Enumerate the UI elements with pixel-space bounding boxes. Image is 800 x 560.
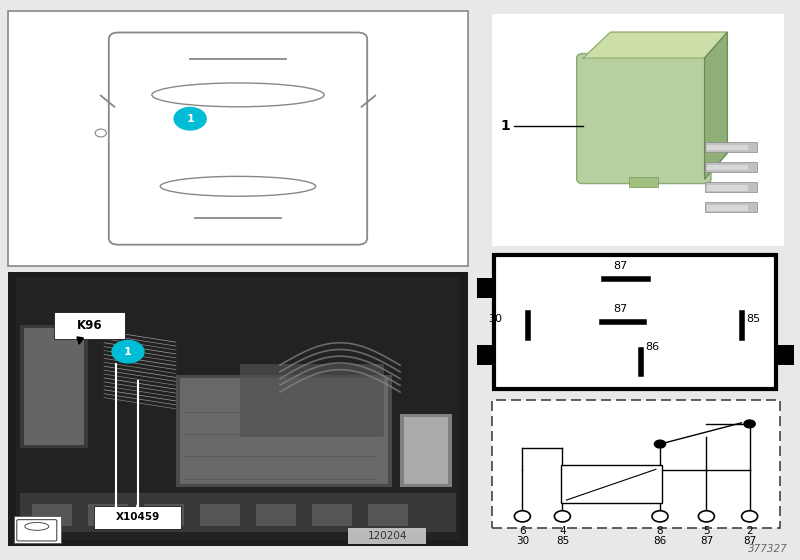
Text: K96: K96 [77, 319, 102, 332]
Circle shape [554, 511, 570, 522]
Text: 5: 5 [703, 526, 710, 536]
Bar [312, 504, 352, 526]
FancyBboxPatch shape [109, 32, 367, 245]
Text: 87: 87 [743, 536, 756, 547]
Circle shape [698, 511, 714, 522]
Text: 30: 30 [489, 314, 502, 324]
Bar [176, 375, 392, 487]
Circle shape [174, 108, 206, 130]
Text: 6: 6 [519, 526, 526, 536]
Ellipse shape [25, 522, 49, 530]
Bar [707, 165, 748, 170]
Circle shape [742, 511, 758, 522]
Bar [492, 400, 780, 528]
Bar [400, 414, 452, 487]
Text: 8: 8 [657, 526, 663, 536]
Bar [256, 504, 296, 526]
Bar [707, 205, 748, 211]
Text: 85: 85 [746, 314, 760, 324]
Bar [8, 11, 468, 266]
Bar [776, 345, 794, 365]
Circle shape [112, 340, 144, 363]
Bar [368, 504, 408, 526]
Text: 1: 1 [124, 347, 132, 357]
Text: 87: 87 [613, 261, 627, 271]
Bar [20, 493, 456, 532]
Text: 1: 1 [186, 114, 194, 124]
Bar [144, 504, 184, 526]
Bar [94, 506, 181, 529]
Bar [20, 325, 88, 448]
Bar [494, 255, 776, 389]
Bar [180, 378, 388, 484]
Bar [707, 144, 748, 150]
Bar [24, 328, 84, 445]
Bar [88, 504, 128, 526]
Circle shape [652, 511, 668, 522]
Bar [16, 277, 460, 540]
Bar [705, 182, 757, 192]
Bar [404, 417, 448, 484]
Ellipse shape [160, 176, 316, 196]
Bar [200, 504, 240, 526]
Text: 87: 87 [700, 536, 713, 547]
FancyBboxPatch shape [17, 520, 57, 541]
Text: 377327: 377327 [748, 544, 788, 554]
Bar [705, 162, 757, 172]
Bar [54, 312, 125, 339]
Text: 30: 30 [516, 536, 529, 547]
Ellipse shape [152, 83, 324, 107]
Circle shape [654, 440, 666, 448]
Text: 120204: 120204 [367, 531, 407, 541]
Text: 86: 86 [645, 342, 659, 352]
Circle shape [514, 511, 530, 522]
Bar [492, 14, 784, 246]
Bar [477, 278, 494, 298]
Polygon shape [583, 32, 727, 58]
Bar [14, 516, 61, 543]
Text: 86: 86 [654, 536, 666, 547]
Bar [8, 272, 468, 546]
Bar [705, 142, 757, 152]
Bar [629, 178, 658, 188]
Bar [477, 345, 494, 365]
Text: 85: 85 [556, 536, 569, 547]
Bar [32, 504, 72, 526]
Text: 87: 87 [613, 304, 627, 314]
Text: 1: 1 [500, 119, 510, 133]
Text: X10459: X10459 [115, 512, 160, 522]
Bar [561, 465, 662, 503]
Bar [240, 364, 384, 437]
Circle shape [744, 420, 755, 428]
Text: 2: 2 [746, 526, 753, 536]
Bar [707, 185, 748, 190]
FancyBboxPatch shape [577, 54, 711, 184]
Polygon shape [705, 32, 727, 179]
Circle shape [95, 129, 106, 137]
Bar [348, 528, 426, 544]
Text: 4: 4 [559, 526, 566, 536]
Bar [705, 202, 757, 212]
